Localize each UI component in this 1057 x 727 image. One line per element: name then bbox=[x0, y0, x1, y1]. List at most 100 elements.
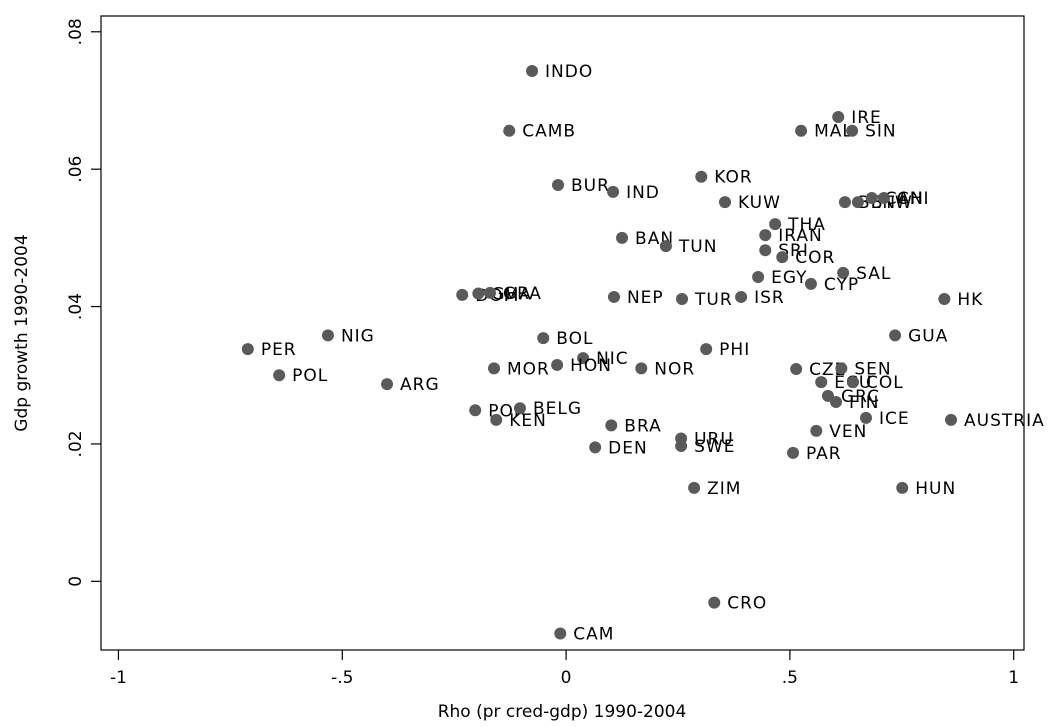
point-label: CAN bbox=[885, 189, 924, 209]
point bbox=[838, 196, 851, 209]
point-label: CRO bbox=[727, 594, 767, 614]
point-label: KOR bbox=[714, 168, 752, 188]
point-label: IRAN bbox=[778, 226, 822, 246]
point-label: PHI bbox=[719, 340, 750, 360]
point-label: MAL bbox=[814, 122, 853, 142]
x-tick-label: .5 bbox=[782, 668, 798, 688]
point bbox=[837, 266, 850, 279]
x-tick-label: -.5 bbox=[331, 668, 353, 688]
point bbox=[688, 481, 701, 494]
point bbox=[513, 402, 526, 415]
point-label: KEN bbox=[509, 411, 547, 431]
point-label: NEP bbox=[627, 288, 664, 308]
point-label: HON bbox=[570, 356, 612, 376]
point bbox=[787, 446, 800, 459]
point-label: SAL bbox=[856, 264, 891, 284]
point bbox=[810, 424, 823, 437]
point-label: SIN bbox=[865, 122, 897, 142]
point-label: ARG bbox=[400, 375, 440, 395]
x-axis-title: Rho (pr cred-gdp) 1990-2004 bbox=[438, 702, 687, 722]
point-label: SEN bbox=[854, 359, 891, 379]
point bbox=[676, 292, 689, 305]
point bbox=[847, 376, 860, 389]
point bbox=[605, 419, 618, 432]
point bbox=[695, 170, 708, 183]
point-label: CAMB bbox=[522, 122, 576, 142]
point bbox=[321, 329, 334, 342]
point bbox=[659, 240, 672, 253]
point bbox=[896, 481, 909, 494]
point bbox=[589, 441, 602, 454]
point bbox=[790, 363, 803, 376]
plot-frame bbox=[100, 15, 1025, 651]
point-label: BELG bbox=[533, 399, 582, 419]
point bbox=[846, 124, 859, 137]
point-label: MOR bbox=[507, 359, 550, 379]
point bbox=[776, 251, 789, 264]
point bbox=[851, 196, 864, 209]
point bbox=[490, 413, 503, 426]
x-tick-label: -1 bbox=[110, 668, 127, 688]
point-label: HK bbox=[957, 290, 983, 310]
point bbox=[483, 286, 496, 299]
point bbox=[273, 369, 286, 382]
point-label: GRA bbox=[503, 284, 542, 304]
point-label: INDO bbox=[545, 62, 593, 82]
point-label: POL bbox=[292, 366, 328, 386]
point-label: GHA bbox=[491, 285, 532, 305]
point bbox=[835, 362, 848, 375]
point-label: IRE bbox=[851, 108, 882, 128]
point-label: TUN bbox=[678, 237, 718, 257]
point-label: COL bbox=[866, 373, 904, 393]
point bbox=[526, 64, 539, 77]
point bbox=[859, 411, 872, 424]
point bbox=[472, 287, 485, 300]
point bbox=[700, 343, 713, 356]
point-label: NIC bbox=[596, 349, 629, 369]
point bbox=[708, 596, 721, 609]
point bbox=[759, 229, 772, 242]
point-label: COR bbox=[795, 248, 835, 268]
point bbox=[552, 178, 565, 191]
point bbox=[469, 404, 482, 417]
point bbox=[815, 376, 828, 389]
point bbox=[804, 277, 817, 290]
point-label: SWE bbox=[694, 437, 735, 457]
point bbox=[537, 332, 550, 345]
point-label: NIG bbox=[341, 326, 375, 346]
point-label: GUA bbox=[908, 326, 948, 346]
point bbox=[554, 627, 567, 640]
point bbox=[769, 218, 782, 231]
point-label: HUN bbox=[915, 479, 956, 499]
point bbox=[456, 288, 469, 301]
point bbox=[829, 396, 842, 409]
point-label: BUR bbox=[571, 176, 610, 196]
y-tick-label: .04 bbox=[66, 293, 86, 320]
point bbox=[635, 362, 648, 375]
y-tick-label: .08 bbox=[66, 18, 86, 45]
y-axis-title: Gdp growth 1990-2004 bbox=[12, 234, 32, 431]
point bbox=[945, 413, 958, 426]
point bbox=[795, 124, 808, 137]
point-label: ICE bbox=[879, 409, 910, 429]
point-label: CZE bbox=[809, 360, 846, 380]
point-label: URU bbox=[694, 429, 734, 449]
point bbox=[832, 110, 845, 123]
point bbox=[735, 290, 748, 303]
y-tick-label: 0 bbox=[66, 576, 86, 587]
point-label: VEN bbox=[829, 422, 867, 442]
point-label: AUSTRIA bbox=[964, 411, 1045, 431]
point-label: FIN bbox=[849, 393, 880, 413]
point bbox=[616, 231, 629, 244]
point bbox=[241, 343, 254, 356]
point bbox=[752, 271, 765, 284]
point bbox=[503, 124, 516, 137]
point-label: CAM bbox=[573, 625, 614, 645]
point bbox=[889, 329, 902, 342]
point-label: EGY bbox=[771, 268, 807, 288]
point bbox=[718, 196, 731, 209]
point-label: DEN bbox=[608, 438, 648, 458]
point bbox=[938, 292, 951, 305]
point bbox=[488, 362, 501, 375]
